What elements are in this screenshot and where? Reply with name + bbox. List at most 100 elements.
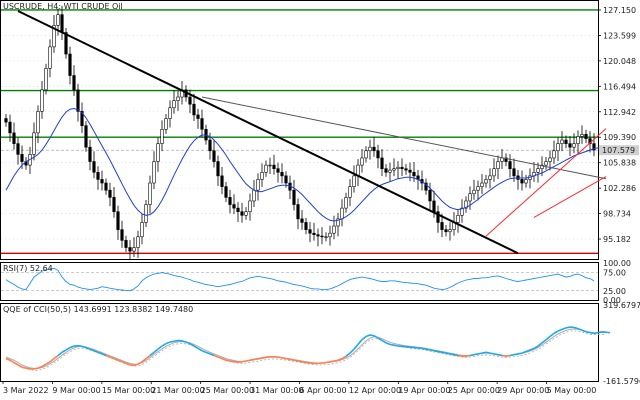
candle-bull [456, 214, 460, 223]
qqe-fast-segment [349, 348, 355, 354]
trendlines [17, 10, 607, 255]
candle-bear [404, 168, 408, 171]
qqe-fast-segment [161, 342, 167, 347]
candle-bear [384, 168, 388, 173]
rsi-tick-label: 0.00 [603, 296, 621, 305]
qqe-fast-segment [37, 365, 43, 369]
qqe-fast-segment [49, 358, 55, 363]
qqe-fast-segment [481, 351, 487, 354]
candle-bear [192, 103, 196, 116]
qqe-fast-segment [333, 359, 339, 362]
qqe-fast-segment [373, 335, 379, 339]
qqe-fast-segment [561, 327, 567, 331]
candle-bear [196, 114, 200, 119]
candle-bull [136, 236, 140, 248]
qqe-fast-segment [277, 356, 283, 359]
qqe-fast-segment [445, 352, 451, 355]
qqe-fast-segment [581, 329, 587, 333]
candle-bear [128, 247, 132, 252]
candle-bull [388, 169, 392, 173]
qqe-fast-segment [573, 326, 579, 330]
candle-bear [104, 182, 108, 191]
candle-bear [424, 182, 428, 191]
qqe-fast-segment [53, 354, 59, 360]
candle-bear [276, 168, 280, 173]
qqe-fast-segment [45, 361, 51, 365]
candle-bull [244, 211, 248, 216]
qqe-fast-segment [517, 352, 523, 355]
time-tick-label: 3 Mar 2022 [3, 386, 49, 395]
qqe-fast-segment [605, 331, 611, 334]
candle-bear [400, 166, 404, 169]
qqe-fast-segment [117, 359, 123, 363]
candle-bear [4, 118, 8, 123]
qqe-fast-segment [205, 351, 211, 355]
candle-bull [524, 179, 528, 184]
qqe-fast-segment [425, 348, 431, 351]
qqe-fast-segment [213, 354, 219, 358]
candle-bear [436, 211, 440, 223]
candle-bull [148, 182, 152, 205]
qqe-fast-segment [429, 349, 435, 352]
qqe-fast-segment [393, 344, 399, 347]
candle-bear [300, 218, 304, 223]
qqe-fast-segment [197, 347, 203, 352]
qqe-fast-segment [201, 350, 207, 354]
candle-bear [432, 200, 436, 212]
qqe-fast-segment [9, 359, 15, 364]
qqe-fast-segment [121, 361, 127, 365]
price-tick-label: 116.494 [603, 82, 636, 91]
time-tick-label: 25 Apr 00:00 [448, 386, 500, 395]
candle-bear [124, 240, 128, 248]
qqe-fast-segment [329, 360, 335, 363]
qqe-fast-segment [181, 340, 187, 343]
qqe-fast-segment [465, 354, 471, 358]
price-tick-label: 102.286 [603, 184, 636, 193]
qqe-fast-segment [473, 353, 479, 356]
candle-bull [556, 143, 560, 152]
price-panel-frame [0, 0, 599, 260]
candle-bull [536, 168, 540, 173]
qqe-fast-segment [209, 353, 215, 357]
candle-bear [68, 53, 72, 76]
candle-bear [20, 154, 24, 162]
qqe-fast-segment [221, 357, 227, 361]
qqe-fast-segment [509, 353, 515, 357]
rsi-line [5, 267, 595, 292]
candle-bear [112, 197, 116, 213]
candle-bear [316, 234, 320, 237]
qqe-fast-segment [389, 343, 395, 347]
qqe-fast-segment [153, 348, 159, 353]
candle-bull [52, 25, 56, 48]
candle-bull [468, 193, 472, 202]
candle-bear [308, 229, 312, 234]
candle-bull [352, 175, 356, 187]
candle-bear [508, 161, 512, 170]
qqe-fast-segment [77, 344, 83, 348]
qqe-fast-segment [229, 360, 235, 363]
qqe-fast-segment [541, 339, 547, 344]
candle-bear [232, 204, 236, 209]
qqe-fast-segment [593, 331, 599, 335]
candle-bear [312, 232, 316, 235]
candle-bull [572, 143, 576, 148]
qqe-fast-segment [137, 361, 143, 365]
qqe-fast-segment [5, 357, 11, 361]
qqe-fast-segment [253, 357, 259, 361]
candle-bull [328, 232, 332, 238]
candle-bull [548, 157, 552, 162]
price-tick-label: 98.734 [603, 210, 631, 219]
qqe-fast-segment [13, 361, 19, 366]
candle-bear [200, 118, 204, 130]
time-tick-label: 12 Apr 00:00 [349, 386, 401, 395]
candle-bear [284, 175, 288, 184]
candle-bear [92, 161, 96, 173]
qqe-fast-segment [357, 339, 363, 345]
qqe-fast-segment [149, 351, 155, 357]
candle-bull [476, 186, 480, 191]
candle-bull [544, 161, 548, 166]
candle-bear [520, 179, 524, 184]
candle-bull [40, 89, 44, 112]
